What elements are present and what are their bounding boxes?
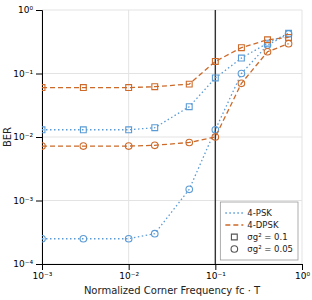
y-axis-tick-mark [36, 10, 42, 11]
series-marker [212, 58, 218, 64]
x-axis-tick-mark [129, 264, 130, 270]
series-line [42, 34, 289, 239]
y-axis-tick-label: 10⁻² [13, 132, 33, 142]
series-marker [186, 186, 193, 193]
series-marker [186, 81, 192, 87]
x-axis-tick-label: 10⁻² [119, 271, 139, 281]
y-grid-line [42, 200, 302, 201]
y-axis-tick: 10⁻⁴ [13, 259, 42, 269]
series-marker [152, 125, 158, 131]
series-marker [42, 235, 45, 242]
y-axis: 10⁻⁴ 10⁻³ 10⁻² 10⁻¹ 10⁰ [13, 5, 42, 269]
legend-line [225, 212, 243, 213]
x-axis-tick-label: 10⁰ [295, 271, 310, 281]
series-marker [152, 84, 158, 90]
x-grid-line [215, 10, 216, 264]
series-marker [239, 55, 245, 61]
y-axis-tick: 10⁰ [18, 5, 42, 15]
grid [42, 10, 302, 264]
series-marker [80, 235, 87, 242]
series-marker [126, 127, 132, 133]
y-axis-tick: 10⁻¹ [13, 69, 42, 79]
series-marker [285, 40, 292, 47]
y-axis-tick-label: 10⁰ [18, 5, 33, 15]
series-marker [42, 85, 45, 91]
legend-entry: 4-PSK [225, 208, 272, 218]
series-marker [212, 75, 218, 81]
series-marker [264, 48, 271, 55]
series-marker [212, 134, 219, 141]
y-axis-tick-mark [36, 74, 42, 75]
series-marker [80, 127, 86, 133]
x-axis-tick: 10⁻² [119, 264, 139, 281]
legend-line [225, 224, 243, 225]
x-axis-tick: 10⁰ [295, 264, 310, 281]
series-marker [186, 139, 193, 146]
x-axis-tick-label: 10⁻³ [33, 271, 53, 281]
series-marker [265, 37, 271, 43]
series-line [42, 44, 289, 146]
x-axis-tick-label: 10⁻¹ [206, 271, 226, 281]
y-axis-tick: 10⁻³ [13, 196, 42, 206]
plot-area: 10⁻³10⁻²10⁻¹10⁰10⁻⁴10⁻³10⁻²10⁻¹10⁰4-PSK4… [13, 5, 310, 281]
series-line [42, 37, 289, 87]
vertical-line [215, 10, 216, 264]
x-axis-tick: 10⁻¹ [206, 264, 226, 281]
series-marker [42, 143, 45, 150]
series-marker [285, 31, 292, 38]
y-grid-line [42, 73, 302, 74]
legend-marker [231, 234, 237, 240]
legend-entry: σg² = 0.05 [231, 244, 293, 254]
x-axis-tick: 10⁻³ [33, 264, 53, 281]
x-axis-title: Normalized Corner Frequency fc · T [84, 285, 261, 296]
legend-label: 4-DPSK [247, 220, 279, 230]
y-grid-line [42, 10, 302, 11]
data-layer [42, 10, 292, 264]
y-axis-title: BER [2, 127, 13, 147]
series-marker [125, 235, 132, 242]
legend-entry: 4-DPSK [225, 220, 279, 230]
legend-box [220, 202, 298, 260]
series-marker [125, 143, 132, 150]
legend-marker [231, 246, 238, 253]
series-line [42, 33, 289, 129]
y-axis-tick: 10⁻² [13, 132, 42, 142]
series-marker [239, 45, 245, 51]
series-marker [42, 127, 45, 133]
x-axis-tick-mark [302, 264, 303, 270]
series-marker [151, 142, 158, 149]
series-marker [286, 35, 292, 41]
legend: 4-PSK 4-DPSK σg² = 0.1 σg² = 0.05 [220, 202, 298, 260]
x-axis-line [43, 265, 303, 271]
x-axis-tick-mark [215, 264, 216, 270]
legend-entry: σg² = 0.1 [231, 232, 287, 242]
y-axis-tick-mark [36, 264, 42, 265]
series-marker [126, 85, 132, 91]
y-axis-line [36, 11, 43, 265]
legend-label: σg² = 0.05 [247, 244, 293, 254]
chart: 10⁻³10⁻²10⁻¹10⁰10⁻⁴10⁻³10⁻²10⁻¹10⁰4-PSK4… [0, 0, 312, 300]
x-axis: 10⁻³ 10⁻² 10⁻¹ 10⁰ [33, 264, 311, 281]
series-marker [186, 104, 192, 110]
series-marker [238, 70, 245, 77]
series-marker [238, 80, 245, 87]
y-axis-tick-label: 10⁻¹ [13, 69, 33, 79]
y-axis-tick-label: 10⁻⁴ [13, 259, 33, 269]
y-axis-tick-label: 10⁻³ [13, 196, 33, 206]
legend-label: σg² = 0.1 [247, 232, 287, 242]
y-axis-tick-mark [36, 201, 42, 202]
legend-label: 4-PSK [247, 208, 272, 218]
y-grid-line [42, 137, 302, 138]
series-marker [80, 85, 86, 91]
series-marker [151, 230, 158, 237]
y-axis-tick-mark [36, 137, 42, 138]
series-marker [80, 143, 87, 150]
